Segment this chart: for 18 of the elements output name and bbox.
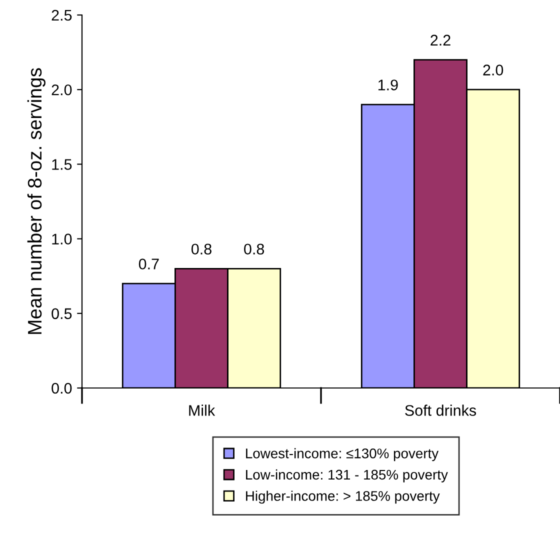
legend-label: Low-income: 131 - 185% poverty — [246, 469, 448, 482]
legend-label: Higher-income: > 185% poverty — [246, 490, 440, 504]
y-axis-title: Mean number of 8-oz. servings — [27, 68, 46, 334]
text: 2.0 — [52, 84, 72, 96]
data-label: 0.7 — [138, 258, 159, 270]
data-label: 0.8 — [191, 244, 212, 255]
y-tick-label: 0.5 — [52, 308, 72, 320]
text: 1.0 — [52, 234, 72, 244]
data-label: 0.8 — [244, 244, 264, 255]
x-tick-label: Milk — [189, 404, 216, 416]
data-label: 2.2 — [430, 34, 450, 46]
legend-label: Lowest-income: ≤130% poverty — [246, 448, 439, 462]
data-label: 1.9 — [378, 80, 398, 90]
data-label: 2.0 — [483, 64, 504, 76]
y-tick-label: 1.5 — [52, 159, 72, 170]
x-tick-label: Soft drinks — [405, 404, 476, 416]
text: 0.0 — [52, 382, 72, 394]
y-tick-label: 2.5 — [52, 10, 72, 21]
